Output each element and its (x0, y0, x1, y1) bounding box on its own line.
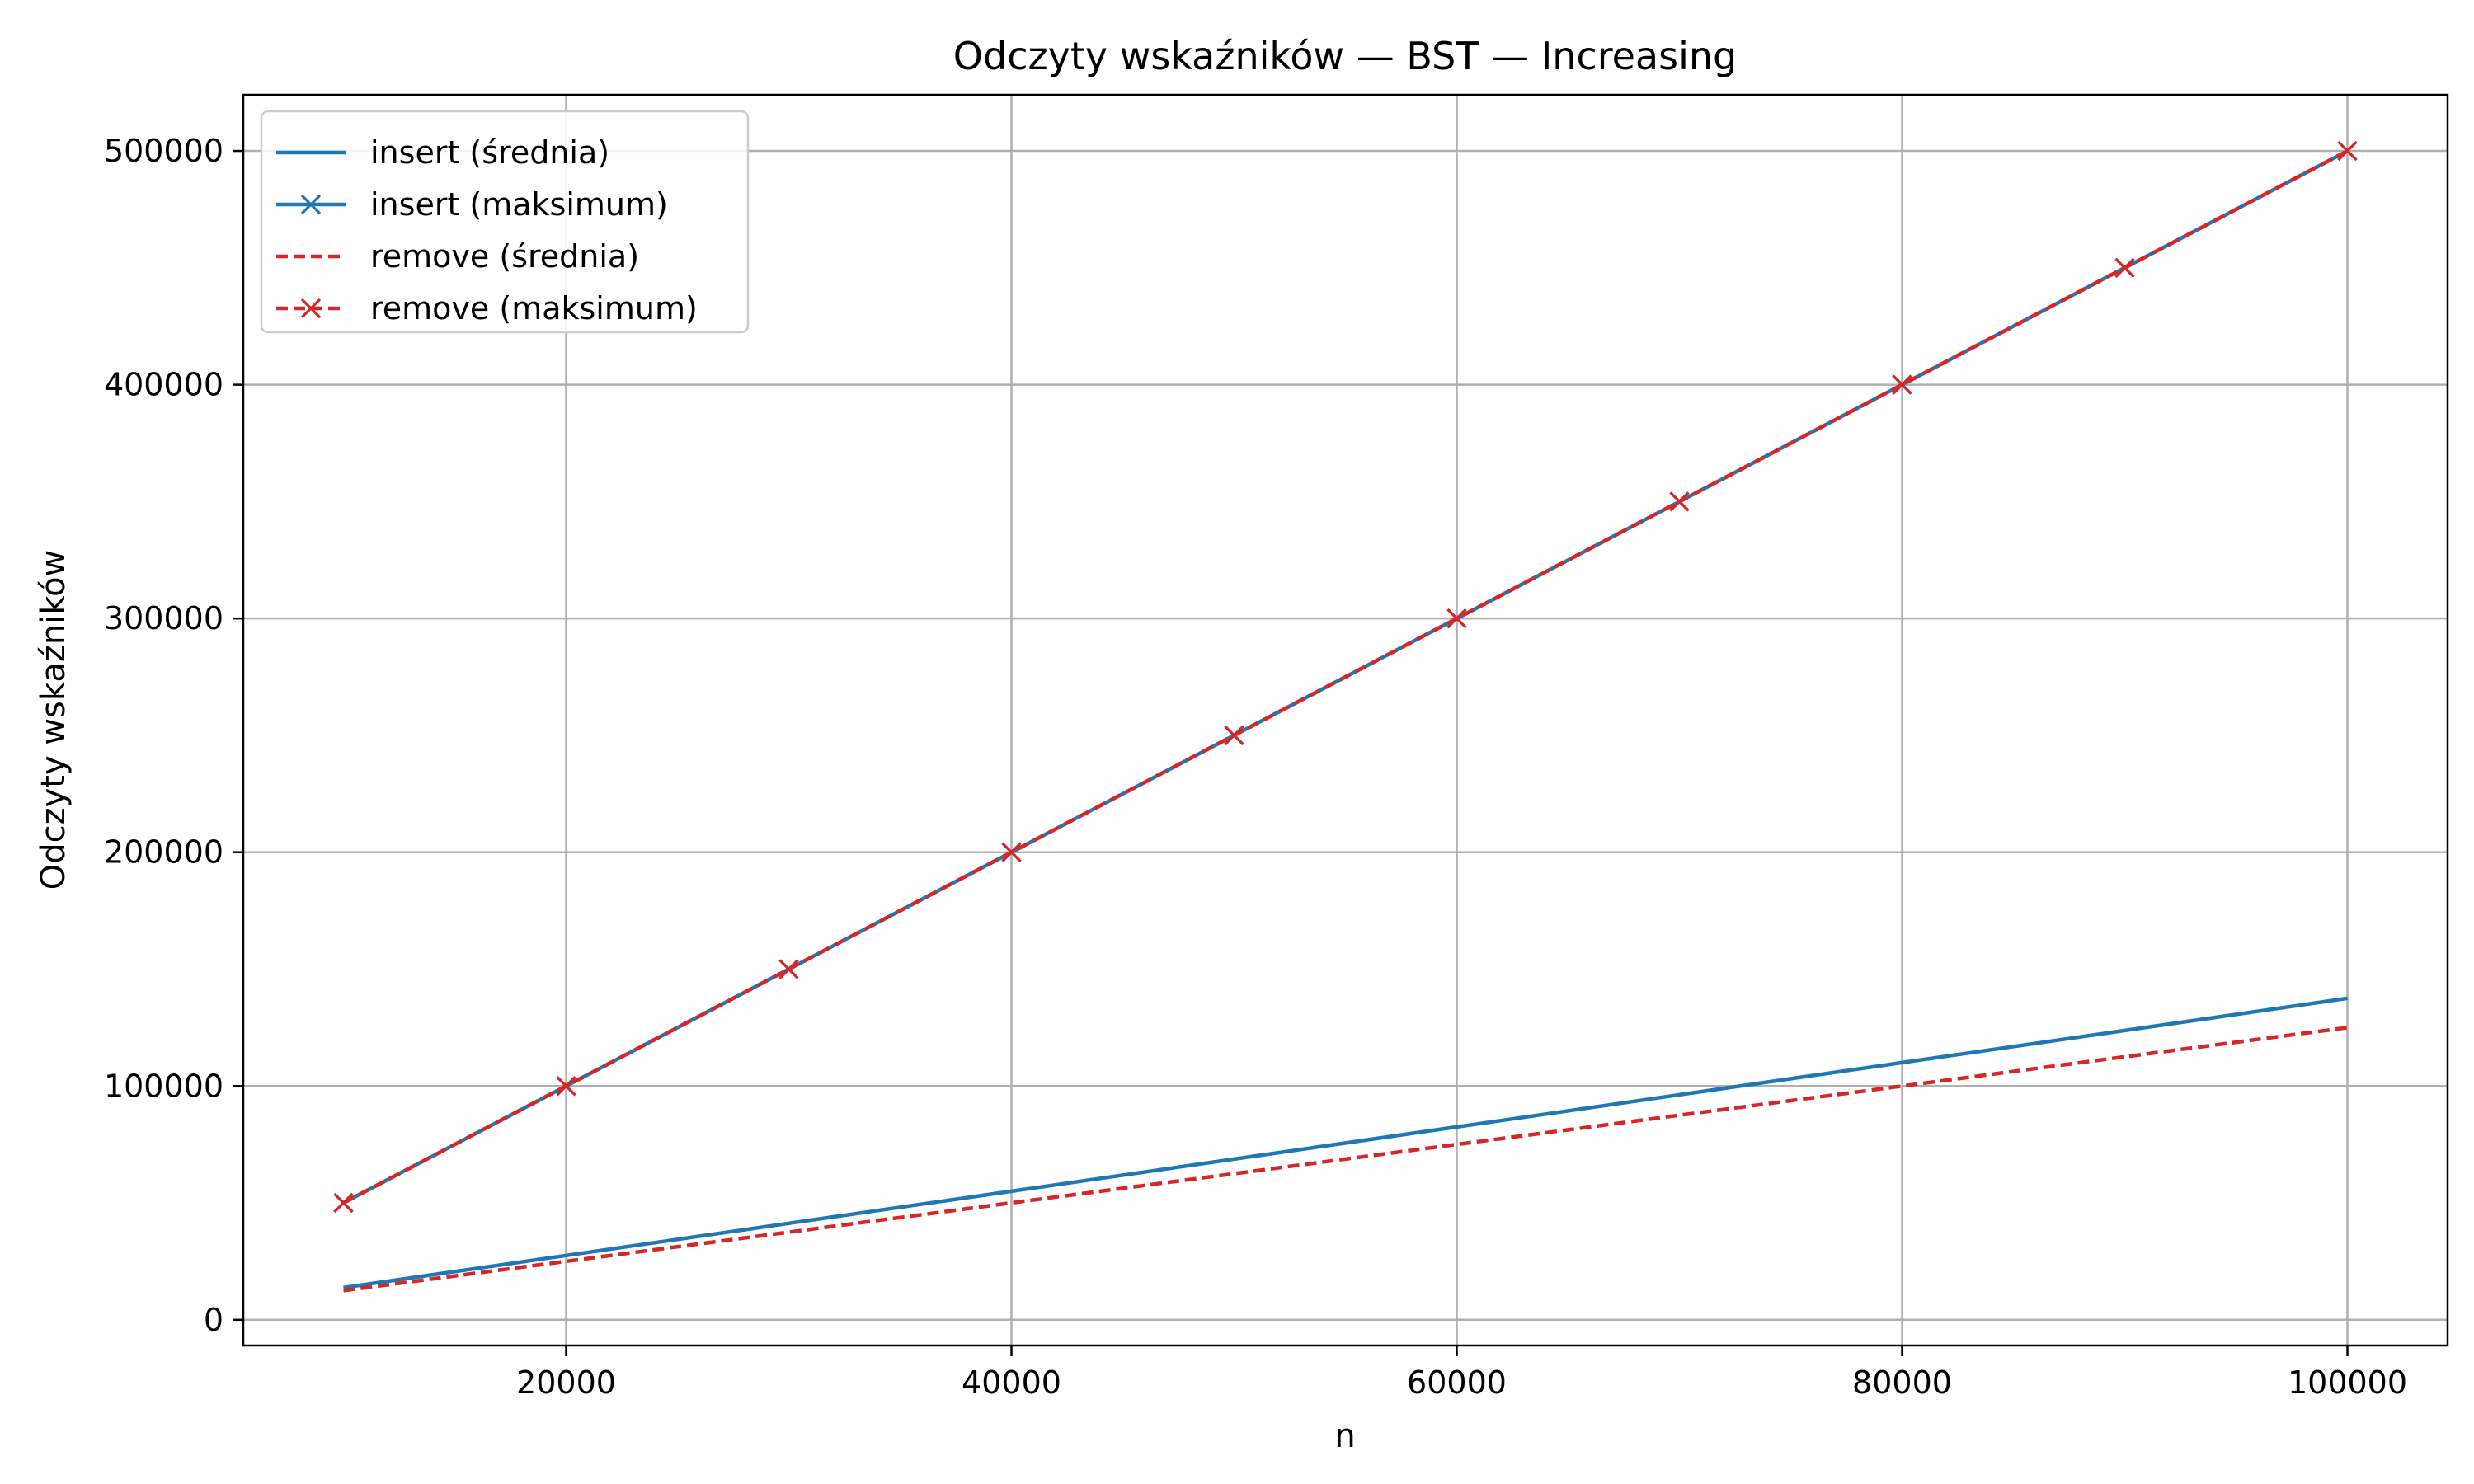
series-2 (343, 1026, 2348, 1293)
x-tick-label: 40000 (962, 1364, 1061, 1401)
data-point (2114, 257, 2135, 278)
y-tick-label: 500000 (104, 133, 223, 169)
marker-stroke (300, 298, 322, 319)
data-point (333, 1192, 354, 1214)
marker-stroke (1224, 725, 1244, 746)
grid (243, 95, 2448, 1345)
axis-ticks: 20000 40000 60000 80000 100000 0 100000 200000 3… (104, 133, 2407, 1401)
legend-entry: remove (maksimum) (276, 290, 698, 326)
legend-marker (300, 194, 322, 215)
legend-box (260, 110, 750, 334)
data-point (1001, 842, 1022, 862)
series-line (343, 1026, 2348, 1293)
chart-title: Odczyty wskaźników — BST — Increasing (953, 34, 1737, 78)
x-tick-label: 60000 (1407, 1364, 1507, 1401)
legend-label: remove (maksimum) (370, 290, 698, 326)
data-point (1446, 608, 1467, 629)
y-tick-label: 200000 (104, 834, 223, 871)
data-point (1892, 374, 1912, 395)
legend-entry: remove (średnia) (276, 238, 639, 275)
y-axis-title: Odczyty wskaźników (35, 550, 73, 890)
legend-entry: insert (średnia) (276, 134, 609, 171)
marker-stroke (1892, 374, 1912, 395)
data-point (556, 1076, 576, 1097)
marker-stroke (778, 959, 799, 979)
x-tick-label: 80000 (1852, 1364, 1952, 1401)
plot-frame (242, 93, 2449, 1347)
data-point (778, 959, 799, 979)
marker-stroke (2114, 257, 2135, 278)
marker-stroke (2337, 140, 2358, 162)
marker-stroke (1001, 842, 1022, 862)
marker-stroke (556, 1076, 576, 1097)
x-tick-label: 100000 (2288, 1364, 2407, 1401)
marker-stroke (1446, 608, 1467, 629)
marker-stroke (1669, 491, 1690, 512)
x-axis-title: n (1334, 1417, 1355, 1455)
marker-stroke (300, 194, 322, 215)
y-tick-label: 100000 (104, 1068, 223, 1104)
data-point (1224, 725, 1244, 746)
series-line (342, 149, 2349, 1205)
series-0 (343, 996, 2348, 1290)
y-tick-label: 400000 (104, 367, 223, 403)
series-3 (333, 140, 2358, 1214)
marker-stroke (333, 1192, 354, 1214)
legend-label: insert (maksimum) (370, 186, 668, 223)
y-tick-label: 300000 (104, 600, 223, 636)
y-tick-label: 0 (204, 1302, 223, 1338)
series-line (343, 996, 2348, 1290)
legend-entry: insert (maksimum) (276, 186, 668, 223)
legend-label: remove (średnia) (370, 238, 639, 275)
legend-marker (300, 298, 322, 319)
data-point (2337, 140, 2358, 162)
data-point (1669, 491, 1690, 512)
legend: insert (średnia) insert (maksimum) remove … (260, 110, 750, 334)
series-group (333, 140, 2358, 1293)
x-tick-label: 20000 (516, 1364, 616, 1401)
legend-label: insert (średnia) (370, 134, 609, 171)
